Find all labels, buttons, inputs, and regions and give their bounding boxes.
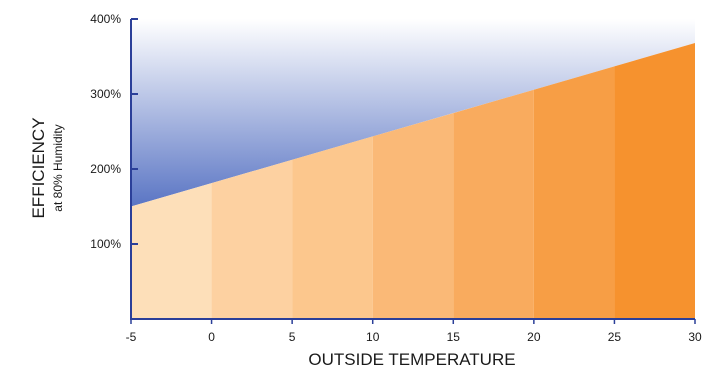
efficiency-band [292,136,373,319]
x-tick-label: 20 [527,330,541,344]
x-axis-title: OUTSIDE TEMPERATURE [308,350,515,369]
x-tick-label: 15 [447,330,461,344]
x-tick-label: 10 [366,330,380,344]
efficiency-band [211,159,293,319]
x-tick-label: 30 [688,330,702,344]
y-axis-subtitle: at 80% Humidity [51,124,65,211]
y-tick-label: 200% [90,162,121,176]
x-tick-label: -5 [126,330,137,344]
x-tick-label: 25 [608,330,622,344]
efficiency-band [533,66,615,319]
y-tick-label: 300% [90,87,121,101]
efficiency-band [372,113,454,319]
y-axis-title: EFFICIENCY [29,117,48,218]
efficiency-band [453,89,534,319]
x-tick-label: 5 [289,330,296,344]
upper-gradient-area [131,19,695,207]
y-tick-label: 100% [90,237,121,251]
efficiency-band [131,183,212,319]
efficiency-band [614,43,695,319]
y-tick-label: 400% [90,12,121,26]
x-tick-label: 0 [208,330,215,344]
